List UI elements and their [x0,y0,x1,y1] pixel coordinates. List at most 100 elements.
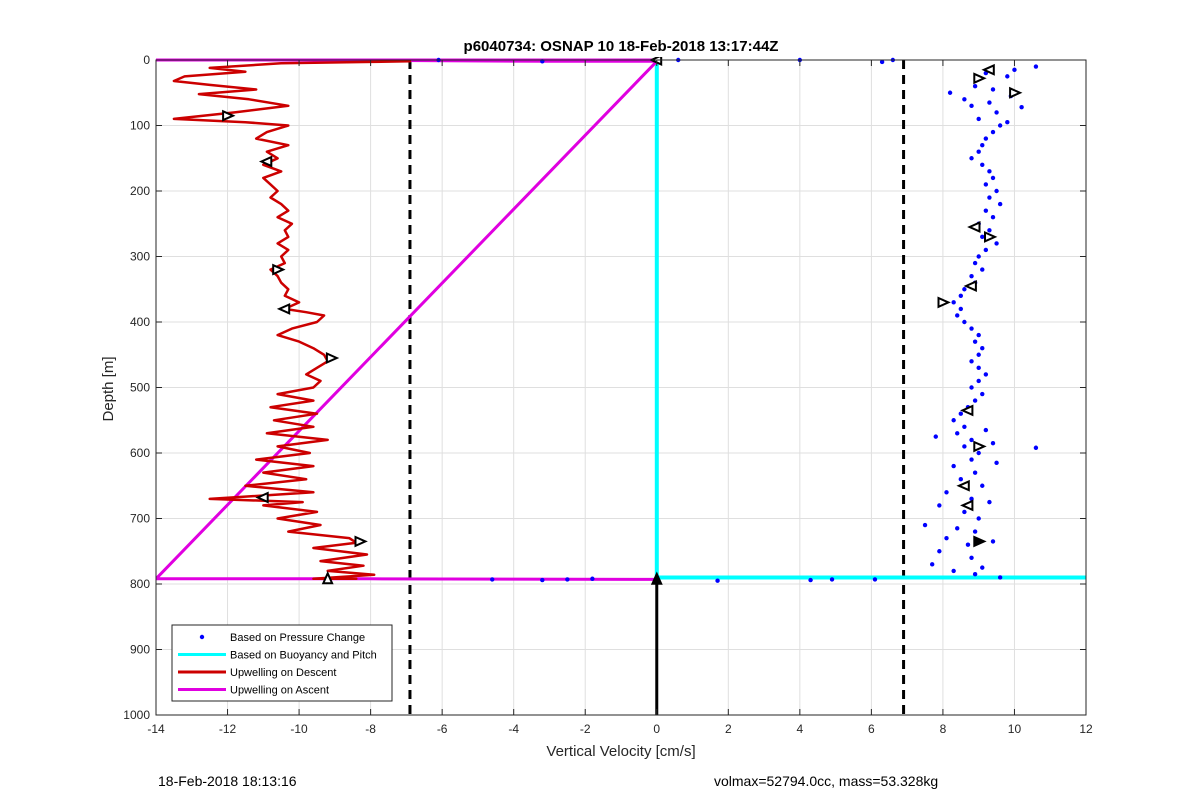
x-tick-label: 2 [725,722,732,736]
pressure-change-point [990,539,996,544]
x-tick-label: 4 [797,722,804,736]
legend-swatch-dot [199,634,205,640]
pressure-change-point [997,123,1003,128]
pressure-change-point [969,555,974,560]
pressure-change-point [955,313,960,318]
triangle-marker [973,440,987,453]
pressure-change-point [969,359,974,364]
pressure-change-point [1033,64,1039,69]
x-tick-label: 12 [1079,722,1093,736]
pressure-change-point [997,201,1003,207]
pressure-change-point [980,234,985,240]
triangle-marker [354,535,368,548]
pressure-change-point [976,352,981,357]
pressure-change-point [994,110,999,115]
pressure-change-point [955,526,960,531]
pressure-change-point [980,391,985,397]
pressure-change-point [955,431,960,436]
pressure-change-point [944,490,949,495]
x-tick-label: 6 [868,722,875,736]
x-tick-label: -12 [219,722,237,736]
y-tick-label: 600 [130,446,150,460]
pressure-change-point [929,562,935,567]
pressure-change-point [933,434,938,439]
pressure-change-point [951,418,956,423]
y-tick-label: 300 [130,250,150,264]
triangle-marker [1009,86,1023,99]
pressure-change-point [990,215,996,220]
pressure-change-point [958,411,964,416]
pressure-change-point [972,571,978,577]
pressure-change-point [872,577,878,582]
pressure-change-point [1005,74,1010,79]
triangle-marker [981,63,995,76]
pressure-change-point [969,437,974,443]
y-tick-label: 1000 [123,708,150,722]
pressure-change-point [972,339,978,344]
pressure-change-point [969,326,974,331]
pressure-change-point [980,162,985,167]
pressure-change-point [980,346,985,351]
pressure-change-point [962,509,967,515]
pressure-change-point [947,90,953,95]
pressure-change-point [987,499,992,505]
chart-title: p6040734: OSNAP 10 18-Feb-2018 13:17:44Z [464,38,779,55]
pressure-change-point [965,542,971,547]
pressure-change-point [976,149,981,154]
x-tick-label: -2 [580,722,591,736]
pressure-change-point [1019,104,1024,110]
triangle-marker [967,221,981,233]
pressure-change-point [1005,120,1010,125]
pressure-change-point [976,116,981,122]
pressure-change-point [958,477,964,482]
y-tick-label: 700 [130,512,150,526]
triangle-marker [255,491,269,504]
pressure-change-point [976,450,981,456]
pressure-change-point [994,241,999,246]
pressure-change-point [969,457,974,462]
y-tick-label: 500 [130,381,150,395]
pressure-change-point [987,228,992,233]
pressure-change-point [972,398,978,403]
pressure-change-point [997,575,1003,580]
x-axis-label: Vertical Velocity [cm/s] [546,743,695,760]
x-tick-label: -4 [508,722,519,736]
legend-label: Upwelling on Ascent [230,685,329,697]
pressure-change-point [951,300,956,305]
legend: Based on Pressure Change Based on Buoyanc… [171,624,393,702]
pressure-change-point [980,142,985,148]
pressure-change-point [962,424,967,429]
pressure-change-point [972,260,978,266]
triangle-marker [963,280,977,292]
triangle-marker [937,296,951,309]
y-tick-label: 800 [130,577,150,591]
footer-timestamp: 18-Feb-2018 18:13:16 [158,773,297,789]
pressure-change-point [969,273,974,279]
pressure-change-point [976,378,981,384]
pressure-change-point [972,84,978,89]
triangle-marker [222,109,236,122]
pressure-change-point [994,188,999,194]
triangle-marker [956,479,970,492]
legend-label: Upwelling on Descent [230,667,336,679]
y-axis-label: Depth [m] [100,356,117,421]
pressure-change-point [980,483,985,488]
pressure-change-point [976,516,981,521]
pressure-change-point [976,254,981,259]
triangle-marker [650,571,663,585]
pressure-change-point [922,522,928,528]
pressure-change-point [1012,67,1017,73]
triangle-marker [258,155,273,168]
y-tick-label: 200 [130,184,150,198]
pressure-change-point [962,97,967,102]
pressure-change-point [590,576,595,581]
pressure-change-point [962,319,967,325]
pressure-change-point [540,577,545,583]
pressure-change-point [983,136,989,141]
pressure-change-point [944,535,949,541]
legend-label: Based on Pressure Change [230,632,365,644]
x-tick-label: -10 [290,722,308,736]
pressure-change-point [976,332,981,338]
x-tick-label: 8 [940,722,947,736]
